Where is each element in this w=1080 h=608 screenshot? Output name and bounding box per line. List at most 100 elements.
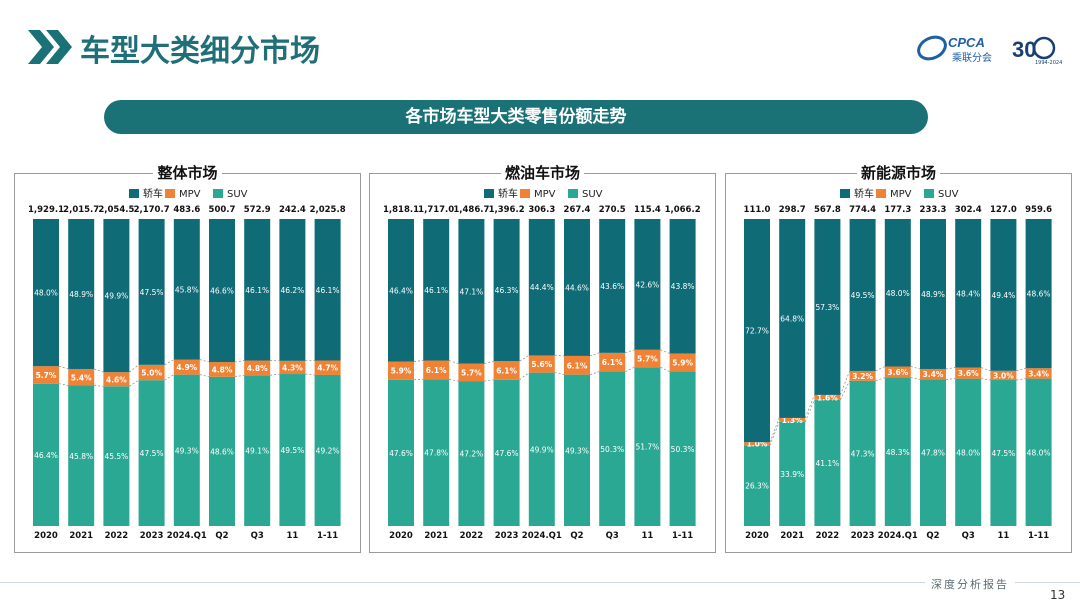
data-label-mpv: 6.1% — [602, 358, 623, 367]
total-label: 233.3 — [920, 205, 947, 215]
bar-segment-suv — [564, 374, 590, 526]
bar-group: 177.3 48.3% 3.6% 48.0% 2024.Q1 — [878, 205, 918, 541]
data-label-suv: 50.3% — [671, 445, 695, 454]
connector-line — [625, 349, 635, 354]
data-label-mpv: 4.7% — [317, 364, 338, 373]
data-label-suv: 26.3% — [745, 482, 769, 491]
data-label-sedan: 42.6% — [635, 280, 659, 289]
bar-segment-suv — [388, 379, 414, 526]
total-label: 567.8 — [814, 205, 841, 215]
total-label: 959.6 — [1025, 205, 1052, 215]
bar-group: 2,054.5 45.5% 4.6% 49.9% 2022 — [98, 205, 134, 541]
bar-group: 267.4 49.3% 6.1% 44.6% Q2 — [564, 205, 591, 541]
bar-segment-sedan — [33, 219, 59, 367]
data-label-sedan: 49.9% — [104, 292, 128, 301]
bar-segment-suv — [599, 371, 626, 526]
connector-line — [449, 360, 459, 364]
category-tick-label: 2023 — [495, 531, 519, 541]
data-label-sedan: 57.3% — [815, 303, 839, 312]
legend-label-sedan: 轿车 — [854, 187, 874, 200]
chart-legend: 轿车 MPV SUV — [129, 187, 248, 200]
category-tick-label: 2020 — [745, 531, 769, 541]
legend-label-mpv: MPV — [179, 189, 201, 200]
data-label-sedan: 44.4% — [530, 283, 554, 292]
category-tick-label: 2024.Q1 — [878, 531, 918, 541]
bar-group: 959.6 48.0% 3.4% 48.6% 1-11 — [1025, 205, 1052, 541]
bar-segment-sedan — [920, 219, 946, 369]
bar-segment-suv — [669, 371, 696, 526]
bar-segment-mpv — [779, 417, 806, 422]
bar-group: 567.8 41.1% 1.6% 57.3% 2022 — [814, 205, 841, 541]
data-label-mpv: 3.0% — [993, 371, 1014, 380]
bar-segment-mpv — [138, 364, 165, 381]
connector-line — [875, 366, 885, 372]
chart-title: 燃油车市场 — [500, 164, 584, 182]
chart-panel-nev: 新能源市场 轿车 MPV SUV 111.0 26.3% 1.0% 72.7% 2020 298… — [725, 164, 1072, 553]
bar-segment-suv — [423, 379, 450, 526]
total-label: 1,929.1 — [28, 205, 64, 215]
legend-label-sedan: 轿车 — [143, 187, 163, 200]
legend-swatch-mpv — [520, 189, 530, 198]
connector-line — [769, 417, 780, 443]
data-label-mpv: 5.9% — [391, 367, 412, 376]
category-tick-label: 1-11 — [672, 531, 693, 541]
total-label: 500.7 — [209, 205, 236, 215]
data-label-sedan: 72.7% — [745, 327, 769, 336]
total-label: 2,170.7 — [134, 205, 170, 215]
data-label-mpv: 4.3% — [282, 363, 303, 372]
chart-legend: 轿车 MPV SUV — [840, 187, 959, 200]
category-tick-label: 2022 — [460, 531, 484, 541]
connector-line — [660, 366, 670, 372]
bar-segment-sedan — [779, 219, 806, 418]
legend-swatch-sedan — [129, 189, 139, 198]
bar-group: 115.4 51.7% 5.7% 42.6% 11 — [634, 205, 661, 541]
connector-line — [1016, 378, 1026, 381]
data-label-mpv: 3.6% — [958, 369, 979, 378]
logo-brand-cn: 乘联分会 — [952, 51, 992, 64]
data-label-mpv: 1.6% — [817, 393, 838, 402]
bar-segment-sedan — [955, 219, 982, 368]
connector-line — [129, 364, 139, 373]
bar-segment-suv — [33, 383, 59, 526]
category-tick-label: 2022 — [816, 531, 840, 541]
bar-group: 306.3 49.9% 5.6% 44.4% 2024.Q1 — [522, 205, 562, 541]
legend-swatch-sedan — [840, 189, 850, 198]
chart-title: 新能源市场 — [856, 164, 940, 182]
category-tick-label: 2024.Q1 — [167, 531, 207, 541]
total-label: 115.4 — [634, 205, 661, 215]
connector-line — [94, 368, 104, 373]
connector-line — [804, 399, 815, 423]
connector-line — [484, 379, 494, 382]
data-label-mpv: 4.8% — [247, 364, 268, 373]
connector-line — [945, 367, 956, 370]
bar-segment-sedan — [244, 219, 271, 361]
data-label-sedan: 47.1% — [459, 287, 483, 296]
total-label: 2,054.5 — [98, 205, 134, 215]
category-tick-label: 2021 — [69, 531, 93, 541]
bar-group: 774.4 47.3% 3.2% 49.5% 2023 — [849, 205, 876, 541]
connector-line — [199, 374, 210, 378]
data-label-mpv: 5.7% — [36, 371, 57, 380]
category-tick-label: Q2 — [570, 531, 583, 541]
category-tick-label: 2023 — [851, 531, 875, 541]
data-label-suv: 47.8% — [424, 449, 448, 458]
bar-segment-suv — [955, 378, 982, 526]
legend-swatch-sedan — [484, 189, 494, 198]
bar-group: 1,066.2 50.3% 5.9% 43.8% 1-11 — [665, 205, 701, 541]
stacked-bar-chart-fuel: 轿车 MPV SUV 1,818.1 47.6% 5.9% 46.4% 2020 1,717.0… — [383, 187, 701, 541]
bar-group: 572.9 49.1% 4.8% 46.1% Q3 — [244, 205, 271, 541]
stacked-bar-chart-nev: 轿车 MPV SUV 111.0 26.3% 1.0% 72.7% 2020 298.7 33.9… — [744, 187, 1053, 541]
data-label-sedan: 48.6% — [1027, 290, 1051, 299]
legend-label-mpv: MPV — [890, 189, 912, 200]
chart-panel-fuel: 燃油车市场 轿车 MPV SUV 1,818.1 47.6% 5.9% 46.4% 2020 1… — [369, 164, 716, 553]
data-label-sedan: 43.8% — [671, 282, 695, 291]
bar-group: 2,170.7 47.5% 5.0% 47.5% 2023 — [134, 205, 170, 541]
bar-group: 127.0 47.5% 3.0% 49.4% 11 — [990, 205, 1017, 541]
data-label-sedan: 48.0% — [886, 289, 910, 298]
bar-group: 270.5 50.3% 6.1% 43.6% Q3 — [599, 205, 626, 541]
bar-segment-sedan — [138, 219, 165, 365]
data-label-mpv: 1.0% — [747, 440, 768, 449]
bar-segment-mpv — [209, 362, 235, 377]
total-label: 572.9 — [244, 205, 271, 215]
bar-segment-suv — [634, 367, 661, 526]
